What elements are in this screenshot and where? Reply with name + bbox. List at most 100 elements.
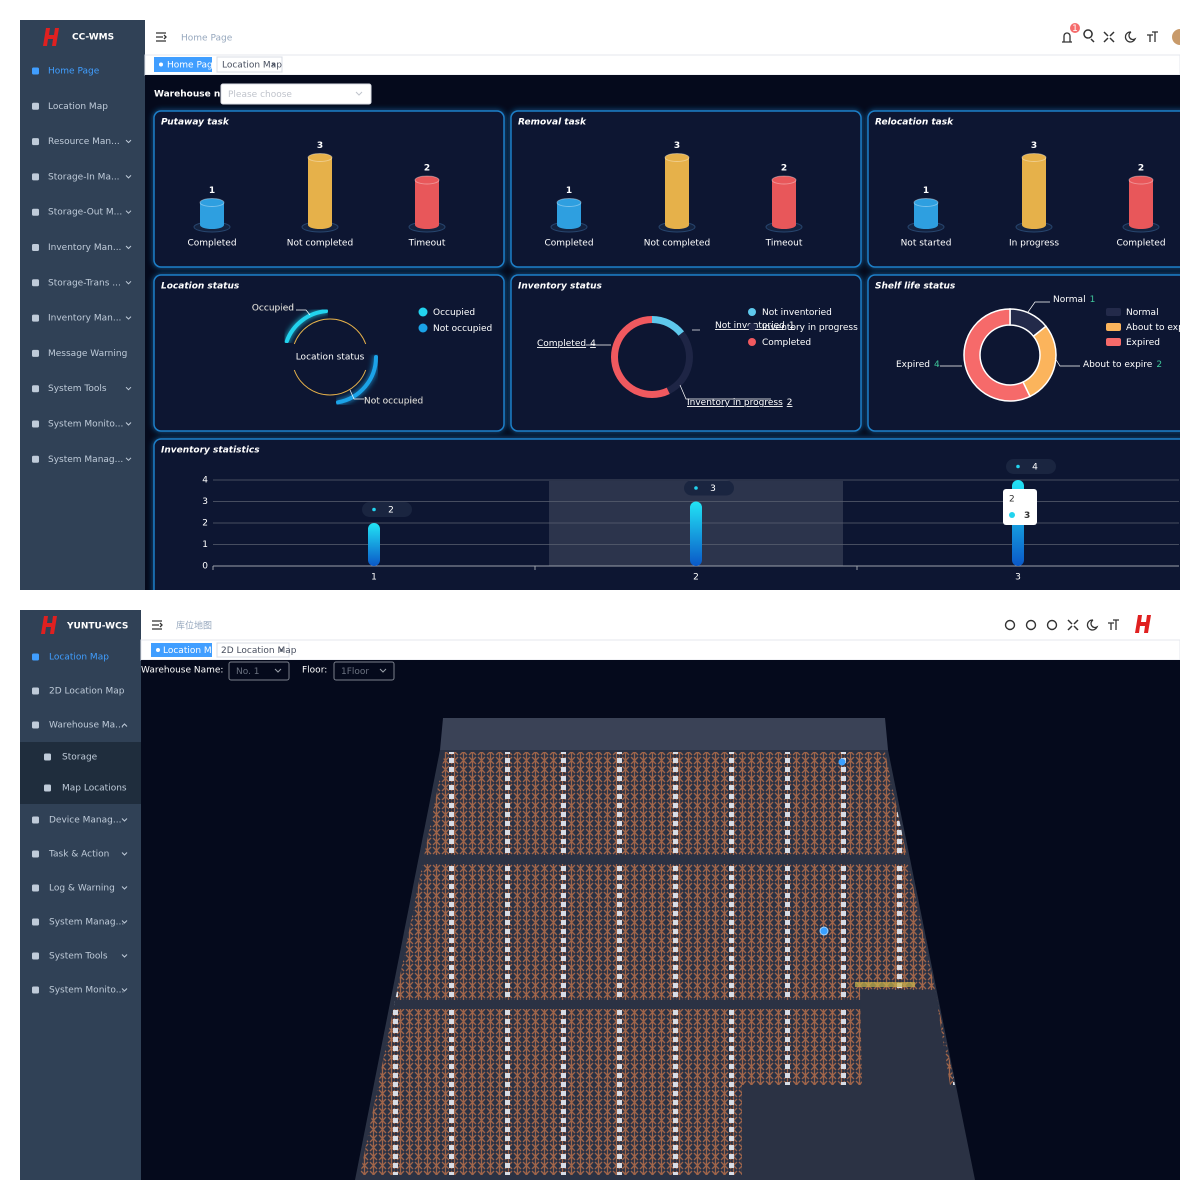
donut-segment [611,316,670,398]
leader-line [679,384,771,400]
fullscreen-icon[interactable] [1067,619,1079,631]
chevron [125,210,132,214]
menu-item[interactable]: Storage-Trans ... [48,278,121,288]
menu-item[interactable]: Task & Action [48,850,109,860]
slice-name: Inventory in progress [687,398,783,408]
cylinder-top [307,153,333,162]
tabs-bar [140,639,1180,661]
badge [1070,23,1080,33]
menu-item[interactable]: Storage [62,753,98,763]
menu-icon [44,784,51,792]
panel [153,438,1180,590]
panel [867,274,1180,432]
cylinder [200,202,224,225]
slice-label: Normal 1 [1053,295,1095,305]
header [141,610,1180,640]
chevron [121,886,128,890]
tab-active[interactable] [151,643,212,657]
category-label: Timeout [408,239,446,249]
hamburger[interactable] [156,32,167,42]
menu-item[interactable]: Log & Warning [49,884,115,894]
menu-icon [32,208,39,216]
menu-item[interactable]: Device Manag... [49,816,121,826]
select[interactable] [220,83,372,105]
menu-item[interactable]: Inventory Man... [48,243,121,253]
tab-dot [159,62,163,67]
aisle-row [360,1000,955,1009]
shelf-grid [360,752,955,1175]
filter-label: Floor: [302,666,327,676]
breadcrumb: 库位地图 [176,620,212,632]
hamburger[interactable] [152,620,163,630]
menu-icon [32,455,39,463]
menu-icon [32,884,39,892]
logo [1135,615,1151,633]
avatar[interactable] [1172,29,1188,45]
value-pill [684,480,734,496]
slice-value: 4 [590,339,596,349]
value-label: 2 [424,164,430,174]
select-arrow [274,668,282,673]
font-size-icon[interactable] [1108,619,1119,630]
breadcrumb: Home Page [181,34,233,44]
menu-item[interactable]: Warehouse Ma... [49,721,124,731]
help-icon[interactable] [1046,619,1058,631]
gauge-ring [293,318,367,345]
menu-item[interactable]: Home Page [48,67,100,77]
menu-item[interactable]: System Manag... [48,455,123,465]
category-label: Completed [544,239,593,249]
menu-item[interactable]: Map Locations [62,784,127,794]
tab[interactable] [216,56,283,73]
value-label: 4 [1032,463,1038,473]
filter-label: Warehouse Name: [141,666,223,676]
menu-item[interactable]: Location Map [48,102,108,112]
menu-item[interactable]: Location Map [49,653,109,663]
theme-icon[interactable] [1124,31,1137,43]
chevron [125,175,132,179]
value-label: 3 [674,141,680,151]
gauge-arc [335,355,378,405]
menu-item[interactable]: System Monito... [48,420,123,430]
menu-item[interactable]: Resource Man... [48,137,120,147]
menu-item[interactable]: Inventory Man... [48,314,121,324]
donut-segment [963,308,1031,402]
menu-item[interactable]: System Manag... [49,918,124,928]
tabs-bar [144,54,1180,76]
cylinder-top [913,198,939,207]
tab-label: Home Page [167,61,219,71]
tab-close[interactable] [279,648,284,652]
panel-title: Inventory status [518,282,602,292]
value-label: 3 [1031,141,1037,151]
gauge-ring [293,369,367,396]
tab-active[interactable] [154,57,212,72]
github-icon[interactable] [1025,619,1037,631]
slice-value: 1 [1090,295,1096,305]
tab-close[interactable] [271,62,276,67]
bar [368,523,380,566]
select[interactable] [333,661,395,681]
value-label: 2 [1138,164,1144,174]
font-size-icon[interactable] [1147,31,1158,42]
theme-icon[interactable] [1086,619,1099,631]
search-icon[interactable] [1004,619,1016,631]
menu-item[interactable]: System Tools [49,952,108,962]
slice-value: 2 [787,398,793,408]
fullscreen-icon[interactable] [1103,31,1115,43]
chevron [125,316,132,320]
y-tick-label: 4 [202,476,208,486]
cylinder-top [199,198,225,207]
menu-item[interactable]: 2D Location Map [49,687,125,697]
menu-item[interactable]: Message Warning [48,349,127,359]
chevron [125,386,132,391]
chevron [125,139,132,144]
bell-icon[interactable] [1062,32,1072,43]
select[interactable] [228,661,290,681]
tab[interactable] [216,642,290,658]
menu-item[interactable]: System Monito... [49,986,124,996]
menu-item[interactable]: Storage-In Ma... [48,172,120,182]
menu-item[interactable]: Storage-Out M... [48,208,122,218]
value-pill [1006,459,1056,474]
chevron [121,988,128,992]
menu-item[interactable]: System Tools [48,384,107,394]
search-icon[interactable] [1083,29,1095,43]
